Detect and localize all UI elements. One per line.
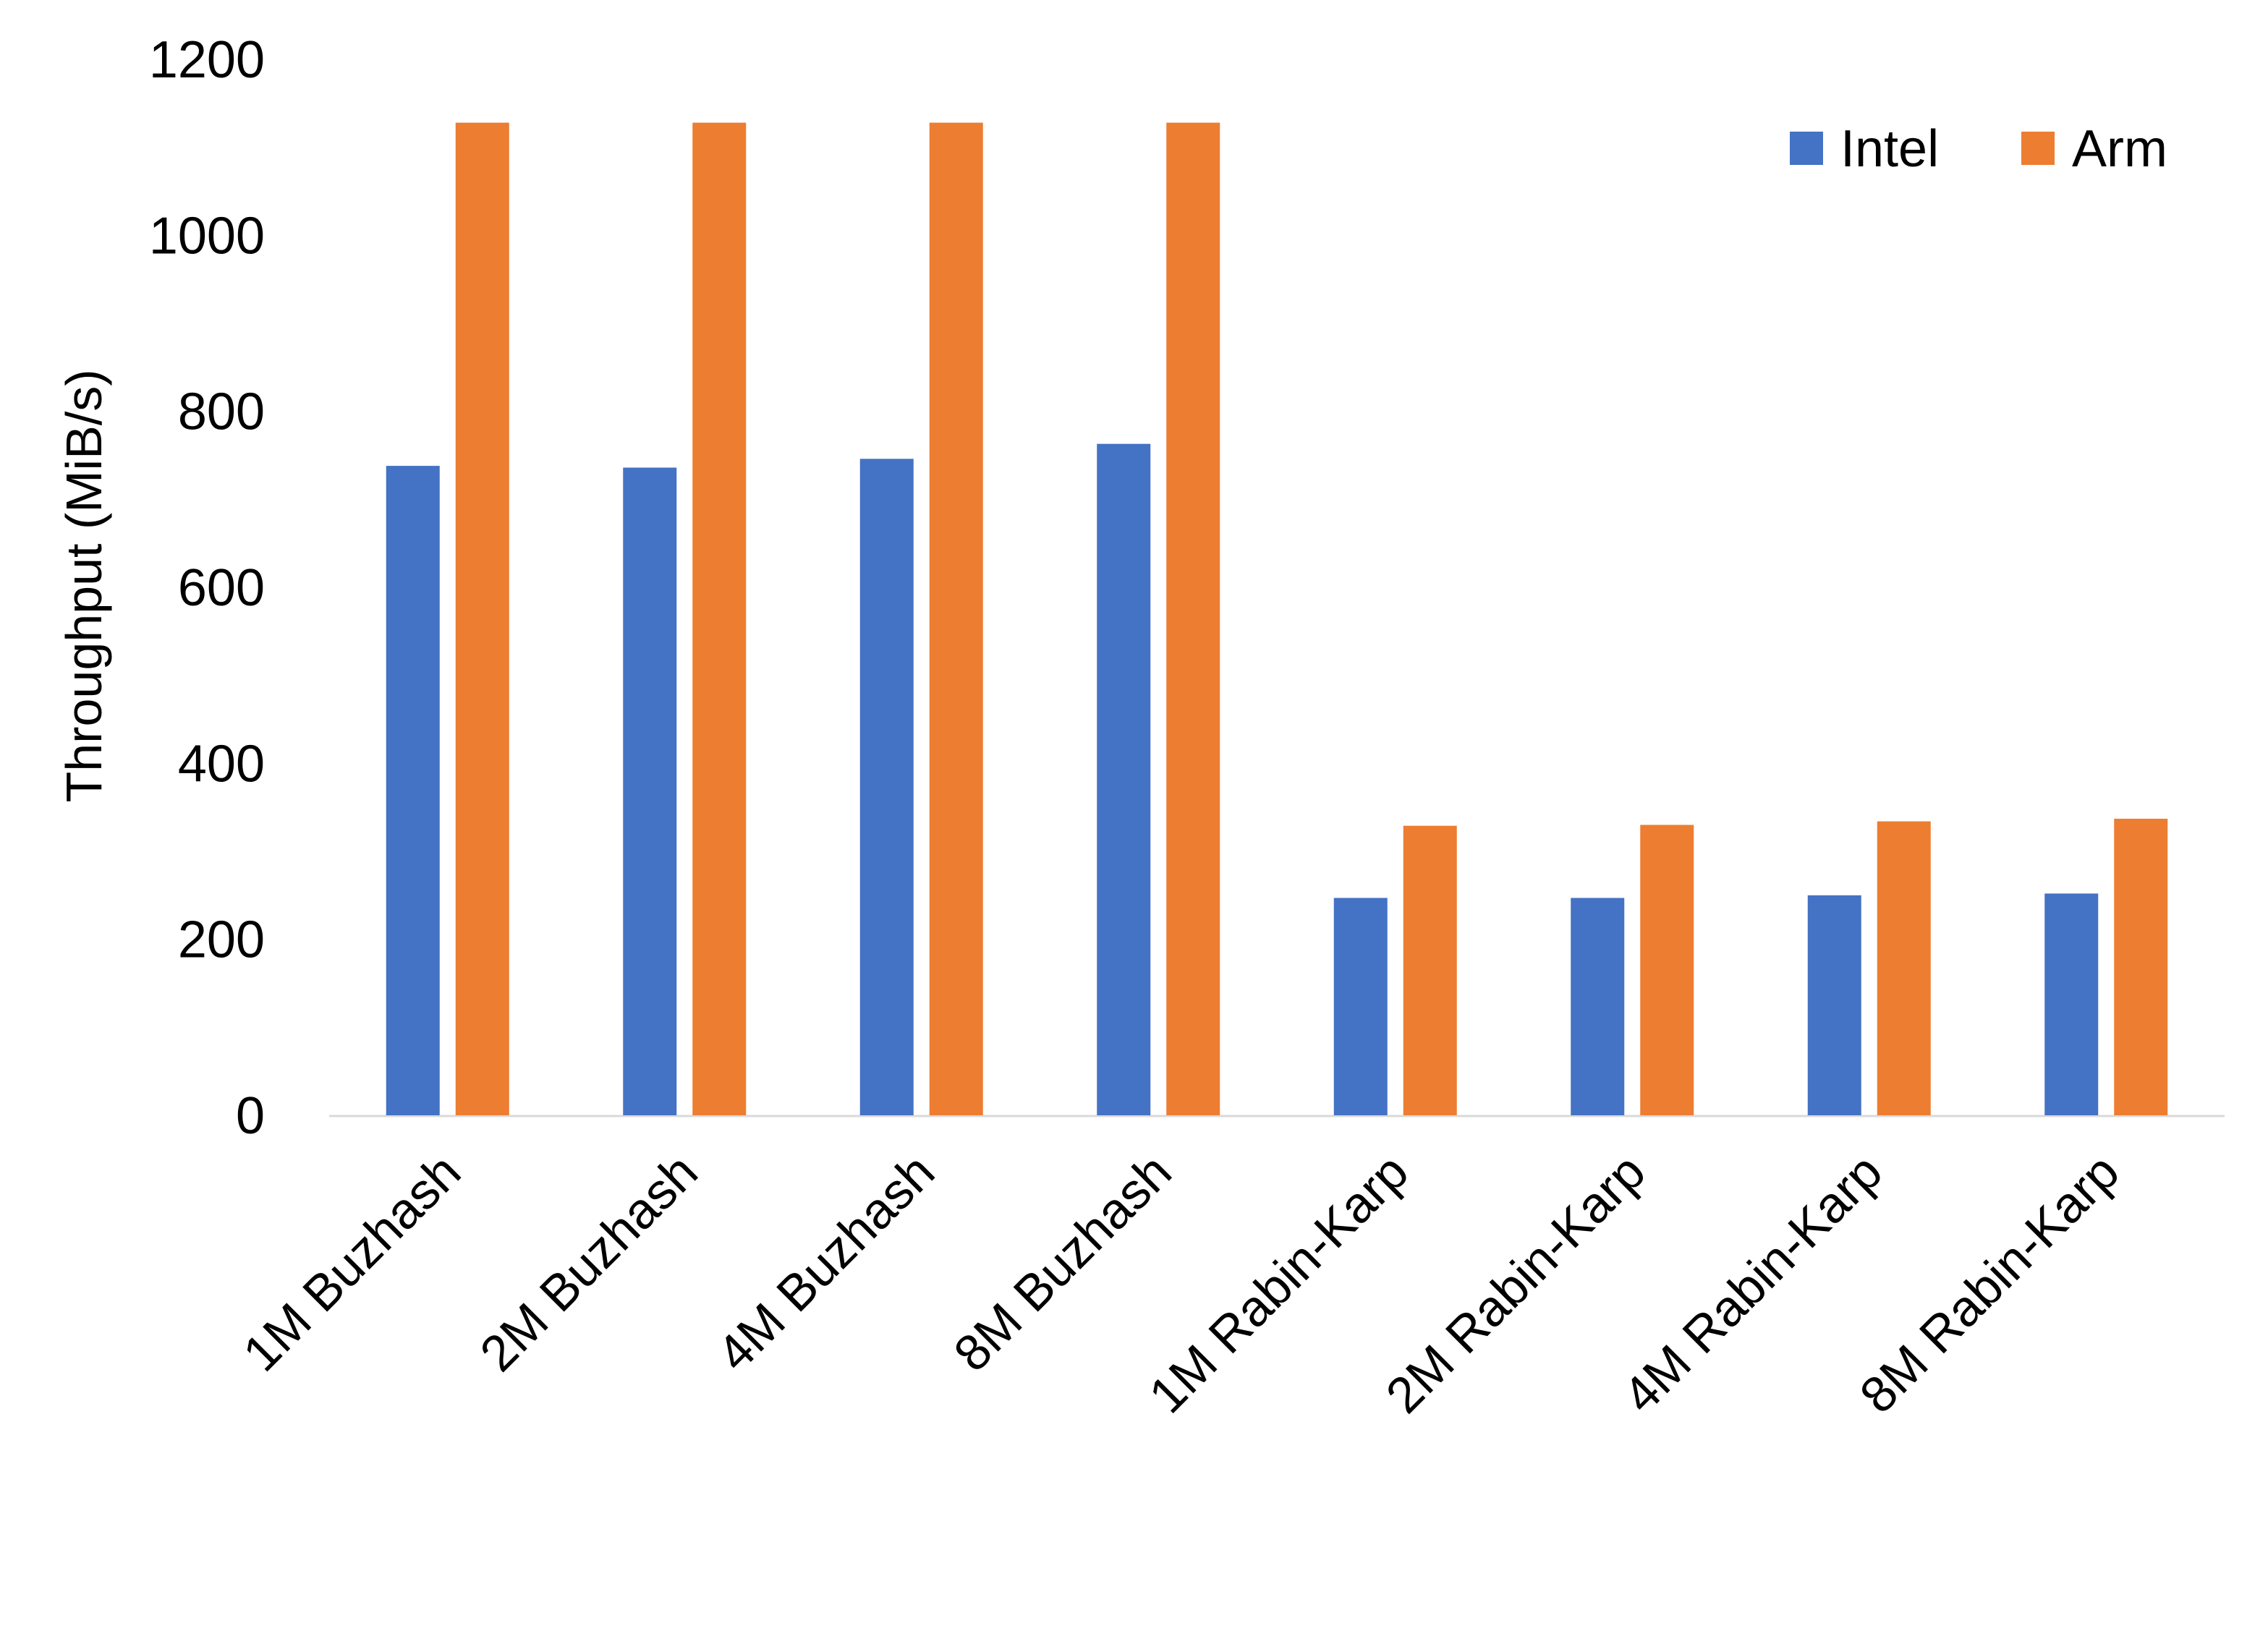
bar-arm xyxy=(455,122,509,1116)
y-tick-label: 1200 xyxy=(149,31,265,89)
bars xyxy=(386,122,2168,1116)
bar-arm xyxy=(1640,825,1694,1115)
x-tick-label: 1M Buzhash xyxy=(232,1143,471,1381)
bar-intel xyxy=(1807,895,1861,1115)
y-tick-label: 800 xyxy=(178,383,265,441)
bar-intel xyxy=(859,459,914,1115)
y-axis-label: Throughput (MiB/s) xyxy=(56,369,112,802)
legend: Intel Arm xyxy=(1790,120,2167,178)
x-tick-label: 2M Buzhash xyxy=(470,1143,708,1381)
x-tick-label: 8M Buzhash xyxy=(943,1143,1182,1381)
bar-intel xyxy=(1333,898,1388,1115)
y-axis-ticks: 0 200 400 600 800 1000 1200 xyxy=(149,31,265,1145)
y-tick-label: 0 xyxy=(236,1087,265,1145)
y-tick-label: 600 xyxy=(178,559,265,617)
bar-arm xyxy=(1166,122,1220,1116)
bar-arm xyxy=(1877,821,1931,1115)
legend-label: Arm xyxy=(2072,120,2167,178)
bar-arm xyxy=(929,122,983,1116)
bar-intel xyxy=(623,467,677,1115)
legend-swatch-arm xyxy=(2021,132,2055,165)
bar-arm xyxy=(1403,825,1457,1115)
x-tick-label: 8M Rabin-Karp xyxy=(1849,1143,2130,1423)
bar-intel xyxy=(1097,443,1151,1115)
y-tick-label: 400 xyxy=(178,735,265,793)
bar-arm xyxy=(692,122,747,1116)
y-tick-label: 1000 xyxy=(149,207,265,265)
bar-intel xyxy=(386,466,440,1115)
bar-intel xyxy=(1571,898,1625,1115)
bar-arm xyxy=(2114,818,2168,1115)
legend-swatch-intel xyxy=(1790,132,1823,165)
x-tick-label: 4M Buzhash xyxy=(706,1143,945,1381)
legend-label: Intel xyxy=(1840,120,1939,178)
y-tick-label: 200 xyxy=(178,911,265,969)
bar-intel xyxy=(2044,893,2099,1115)
